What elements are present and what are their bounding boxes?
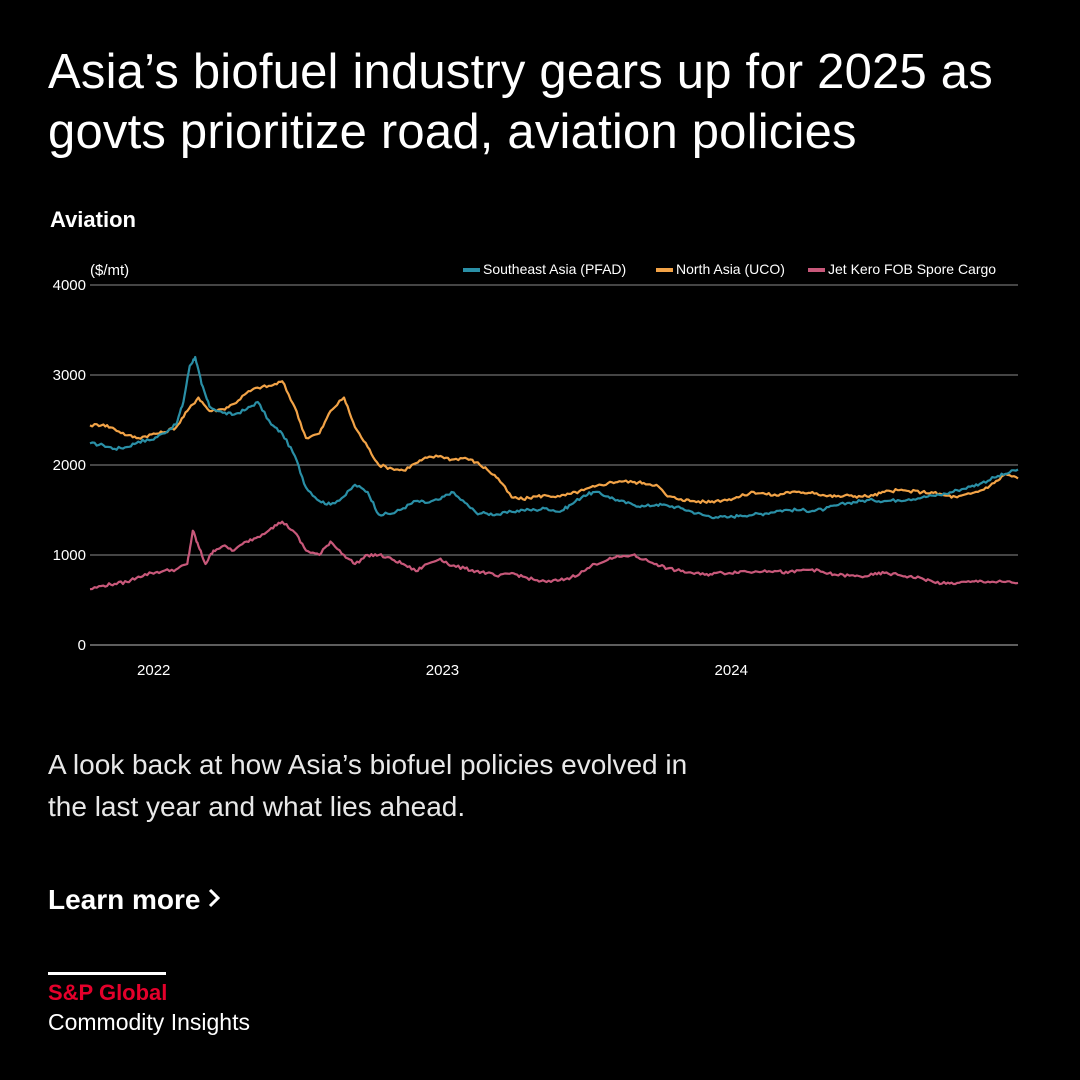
- legend-swatch: [808, 268, 825, 272]
- y-tick-label: 4000: [53, 277, 86, 294]
- learn-more-label: Learn more: [48, 884, 201, 915]
- y-tick-label: 1000: [53, 547, 86, 564]
- x-tick-label: 2024: [715, 662, 748, 679]
- y-tick-label: 2000: [53, 457, 86, 474]
- series-line: [89, 380, 1019, 504]
- line-chart: 0 1000 2000 3000 4000 2022 2023 2024 Southeast…: [53, 261, 1019, 679]
- page-title: Asia’s biofuel industry gears up for 202…: [48, 45, 993, 159]
- y-tick-label: 3000: [53, 367, 86, 384]
- grid-lines: [90, 284, 1018, 646]
- series-lines: [89, 355, 1019, 591]
- x-axis: 2022 2023 2024: [137, 662, 748, 679]
- series-line: [89, 355, 1019, 520]
- y-axis: 0 1000 2000 3000 4000: [53, 277, 86, 654]
- learn-more-link[interactable]: Learn more: [48, 884, 221, 916]
- legend-label: Jet Kero FOB Spore Cargo: [828, 261, 996, 277]
- legend-swatch: [656, 268, 673, 272]
- x-tick-label: 2023: [426, 662, 459, 679]
- x-tick-label: 2022: [137, 662, 170, 679]
- legend: Southeast Asia (PFAD) North Asia (UCO) Jet…: [463, 261, 996, 277]
- legend-swatch: [463, 268, 480, 272]
- y-axis-unit-label: ($/mt): [90, 262, 129, 279]
- chevron-right-icon: [207, 884, 221, 916]
- legend-label: North Asia (UCO): [676, 261, 785, 277]
- logo-brand: S&P Global: [48, 980, 168, 1005]
- logo-rule: [48, 972, 166, 975]
- description-text: A look back at how Asia’s biofuel polici…: [48, 749, 688, 822]
- y-tick-label: 0: [78, 637, 86, 654]
- company-logo: S&P Global Commodity Insights: [48, 972, 250, 1039]
- chart-subtitle: Aviation: [50, 207, 136, 232]
- legend-label: Southeast Asia (PFAD): [483, 261, 626, 277]
- logo-division: Commodity Insights: [48, 1009, 250, 1035]
- series-line: [89, 520, 1019, 591]
